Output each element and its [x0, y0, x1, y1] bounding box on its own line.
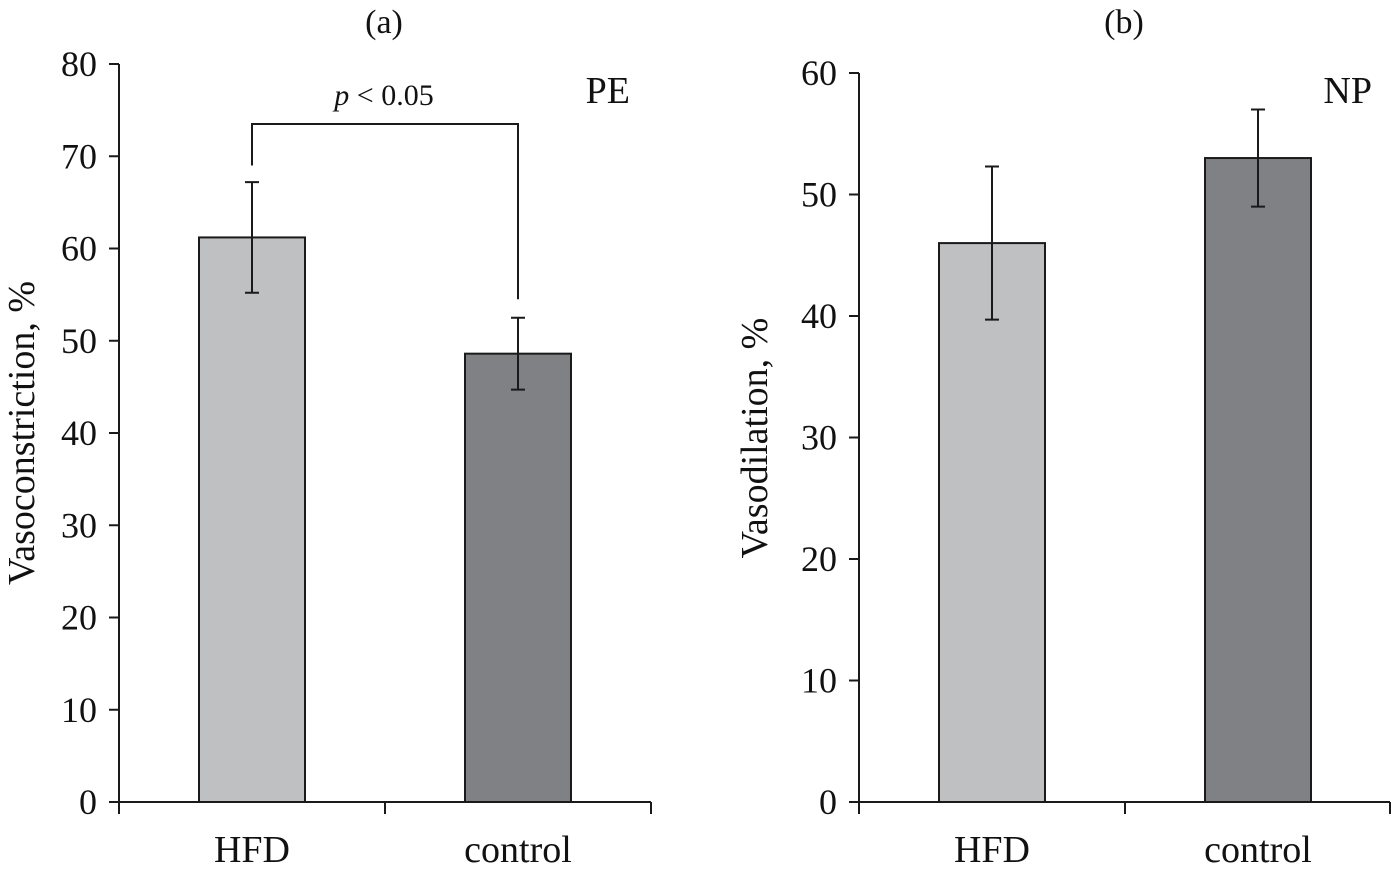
- x-tick-label: HFD: [954, 829, 1030, 871]
- chart-panel-a: (a) PE Vasoconstriction, % p < 0.05 0 10 2…: [1, 4, 652, 871]
- y-tick-label: 70: [61, 136, 97, 176]
- y-tick-label: 60: [61, 229, 97, 269]
- panel-label: (a): [365, 4, 403, 41]
- y-tick-label: 30: [61, 505, 97, 545]
- y-tick-label: 0: [819, 782, 837, 822]
- panel-annotation: PE: [586, 70, 630, 112]
- y-tick-label: 10: [801, 661, 837, 701]
- y-tick-label: 50: [61, 321, 97, 361]
- bar-hfd: [198, 236, 306, 803]
- error-bar-control: [1251, 108, 1265, 208]
- significance-label: p < 0.05: [332, 79, 433, 112]
- x-tick-label: control: [1204, 829, 1312, 871]
- error-bar-control: [511, 316, 525, 391]
- y-tick-label: 20: [61, 598, 97, 638]
- y-tick-label: 30: [801, 418, 837, 458]
- x-tick-label: control: [464, 829, 572, 871]
- y-tick-label: 0: [79, 782, 97, 822]
- y-tick-label: 20: [801, 539, 837, 579]
- y-tick-label: 80: [61, 44, 97, 84]
- y-tick-label: 60: [801, 53, 837, 93]
- y-tick-label: 10: [61, 690, 97, 730]
- y-tick-label: 40: [61, 413, 97, 453]
- chart-panel-b: (b) NP Vasodilation, % 0 10 20 30 40 50 60 HFD c…: [734, 4, 1391, 871]
- error-bar-hfd: [985, 165, 999, 321]
- significance-bracket: [251, 122, 519, 300]
- bar-control: [464, 352, 572, 803]
- y-axis-label: Vasoconstriction, %: [1, 281, 43, 585]
- x-tick-label: HFD: [214, 829, 290, 871]
- error-bar-hfd: [245, 181, 259, 294]
- y-axis-label: Vasodilation, %: [734, 318, 776, 559]
- y-tick-label: 50: [801, 175, 837, 215]
- panel-label: (b): [1104, 4, 1144, 41]
- bar-control: [1204, 157, 1312, 804]
- panel-annotation: NP: [1323, 70, 1372, 112]
- y-tick-label: 40: [801, 296, 837, 336]
- bar-hfd: [938, 242, 1046, 804]
